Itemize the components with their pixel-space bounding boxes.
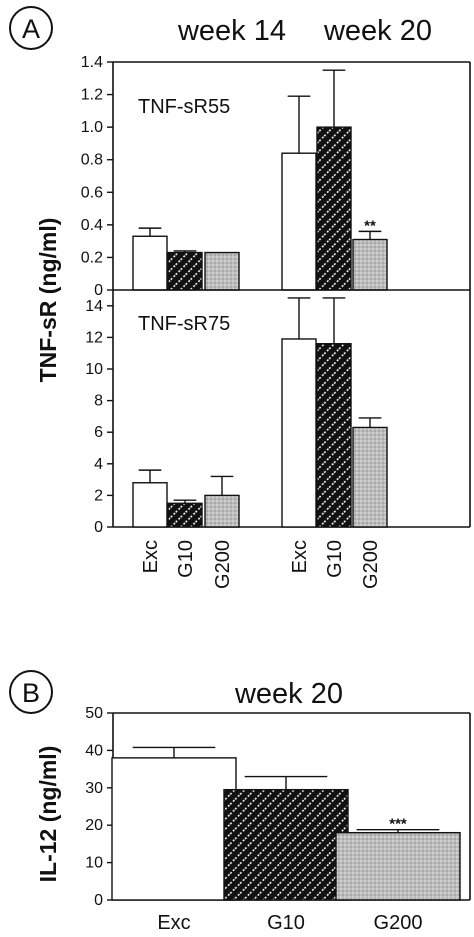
bar-exc-bar: [281, 152, 317, 291]
panel-b-circle: [9, 670, 53, 714]
x-tick-label-g10: G10: [324, 540, 346, 578]
week20-label: week 20: [323, 15, 432, 47]
panel-a-1-y-tick-label: 1.0: [81, 119, 103, 136]
panel-b-letter: B: [22, 678, 40, 708]
bar-g200-significance-label: ***: [389, 816, 407, 833]
bar-g200-bar: [352, 238, 388, 291]
panel-a-letter: A: [22, 14, 40, 44]
x-tick-label-g200: G200: [374, 912, 423, 934]
bar-g200-bar: [204, 494, 240, 528]
panel-a-2-y-tick-label: 6: [94, 424, 103, 441]
panel-b-label: B: [9, 670, 53, 714]
bar-g10-bar: [316, 126, 352, 291]
panel-b-y-tick-label: 50: [85, 705, 103, 722]
panel-a-2-y-tick-label: 0: [94, 519, 103, 536]
bar-g10-bar: [316, 343, 352, 528]
panel-a-1-y-tick-label: 0.2: [81, 249, 103, 266]
panel-a-label: A: [9, 6, 53, 50]
panel-a-2-y-tick-label: 4: [94, 456, 103, 473]
panel-b-y-tick-label: 30: [85, 780, 103, 797]
panel-a-1-y-tick-label: 0.4: [81, 217, 103, 234]
x-tick-label-exc: Exc: [140, 540, 162, 573]
panel-a-1-y-tick-label: 0.8: [81, 152, 103, 169]
bar-g200-bar: [352, 426, 388, 528]
x-tick-label-g10: G10: [175, 540, 197, 578]
chart-il12: 0 10 20 30 40 50 Exc G10 *** G200: [85, 705, 471, 934]
bar-exc-bar: [132, 235, 168, 291]
chart-tnf-sr55: 0 0.2 0.4 0.6 0.8 1.0 1.2 1.4 TNF-sR55 **: [81, 54, 471, 299]
bar-g10-bar: [223, 788, 349, 901]
bar-g200-bar: [204, 251, 240, 291]
charts: 0 0.2 0.4 0.6 0.8 1.0 1.2 1.4 TNF-sR55 ** 0 2 4 6 8 10 1…: [81, 54, 471, 934]
bar-exc-bar: [111, 757, 237, 901]
x-tick-label-g200: G200: [360, 540, 382, 589]
panel-a-y-axis-label: TNF-sR (ng/ml): [35, 218, 61, 383]
panel-b-y-tick-label: 0: [94, 892, 103, 909]
panel-a-1-y-tick-label: 0: [94, 282, 103, 299]
bar-g200-significance-label: **: [364, 217, 376, 234]
panel-b-y-tick-label: 20: [85, 817, 103, 834]
panel-a-2-y-tick-label: 14: [85, 298, 103, 315]
bar-g10-bar: [167, 502, 203, 528]
x-tick-label-exc: Exc: [157, 912, 190, 934]
panel-a-1-y-tick-label: 1.4: [81, 54, 103, 71]
week14-label: week 14: [177, 15, 286, 47]
panel-a-2-y-tick-label: 2: [94, 487, 103, 504]
x-tick-label-g10: G10: [267, 912, 305, 934]
bar-exc-bar: [132, 482, 168, 528]
panel-a-2-y-tick-label: 10: [85, 361, 103, 378]
panel-b-y-tick-label: 40: [85, 742, 103, 759]
x-tick-label-exc: Exc: [289, 540, 311, 573]
panel-a-x-tick-labels: Exc G10 G200 Exc G10 G200: [140, 540, 382, 589]
panel-b-title: week 20: [234, 678, 343, 710]
x-tick-label-g200: G200: [212, 540, 234, 589]
chart-title: TNF-sR75: [138, 313, 230, 335]
panel-a-2-y-tick-label: 8: [94, 393, 103, 410]
panel-b-y-tick-label: 10: [85, 855, 103, 872]
panel-a-2-y-tick-label: 12: [85, 329, 103, 346]
chart-title: TNF-sR55: [138, 96, 230, 118]
bar-g200-bar: [335, 831, 461, 901]
bar-g10-bar: [167, 251, 203, 291]
panel-a-1-y-tick-label: 1.2: [81, 87, 103, 104]
panel-b-y-axis-label: IL-12 (ng/ml): [35, 746, 61, 883]
chart-tnf-sr75: 0 2 4 6 8 10 12 14 TNF-sR75: [85, 289, 471, 536]
panel-a-circle: [9, 6, 53, 50]
bar-exc-bar: [281, 338, 317, 528]
panel-a-1-y-tick-label: 0.6: [81, 184, 103, 201]
